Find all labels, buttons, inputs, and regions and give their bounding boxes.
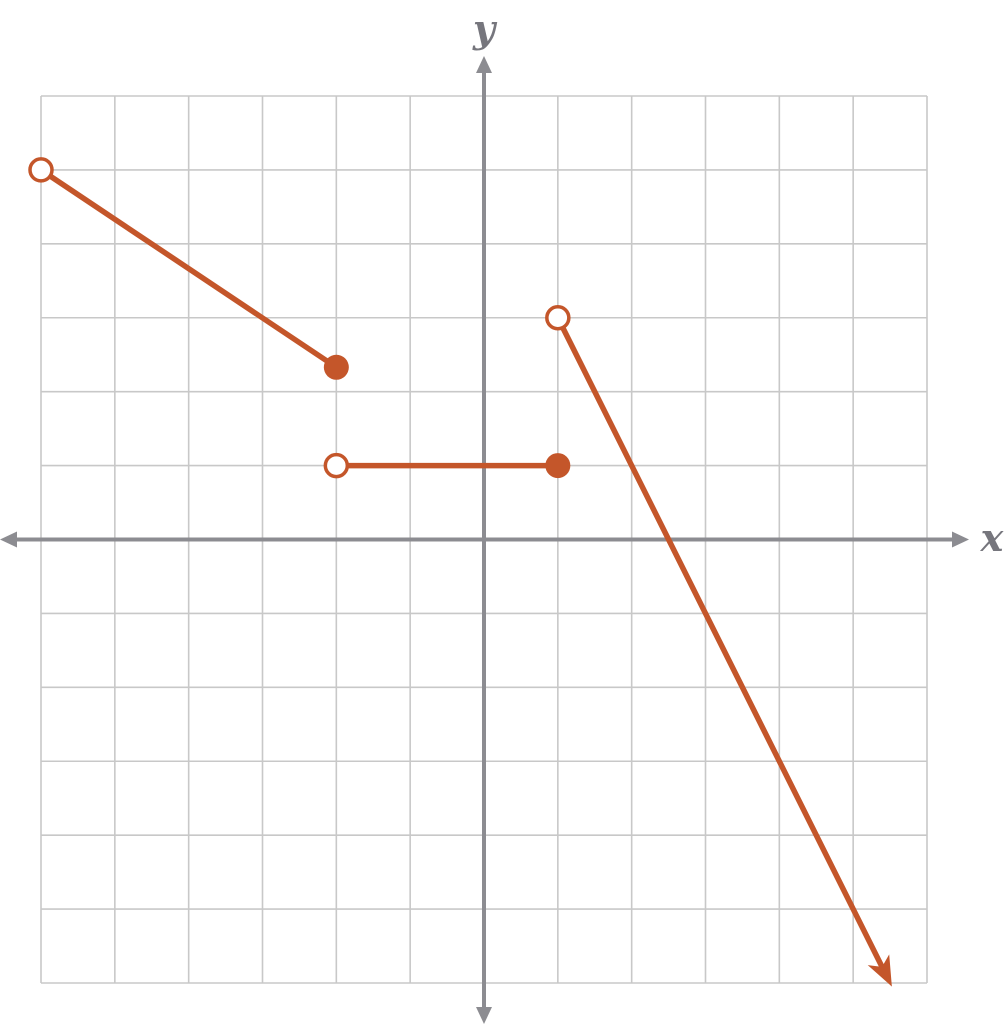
- segment-start-point-open: [28, 157, 54, 183]
- segment-start-point-open: [545, 305, 571, 331]
- y-axis-arrow-down: [476, 1007, 492, 1024]
- series-line-segment: [38, 167, 340, 371]
- series-function: [28, 157, 892, 987]
- segment-end-point-closed: [545, 453, 571, 479]
- segment-start-point-open: [323, 452, 350, 479]
- x-axis-label: x: [980, 515, 1005, 560]
- x-axis-arrow-right: [952, 531, 969, 548]
- series-line-segment: [555, 315, 885, 970]
- x-axis-arrow-left: [0, 531, 17, 548]
- y-axis-arrow-up: [476, 56, 492, 73]
- y-axis-label: y: [472, 6, 498, 51]
- segment-end-point-arrowhead: [867, 954, 892, 987]
- axes: x y: [0, 6, 1005, 1024]
- segment-end-point-closed: [323, 354, 349, 380]
